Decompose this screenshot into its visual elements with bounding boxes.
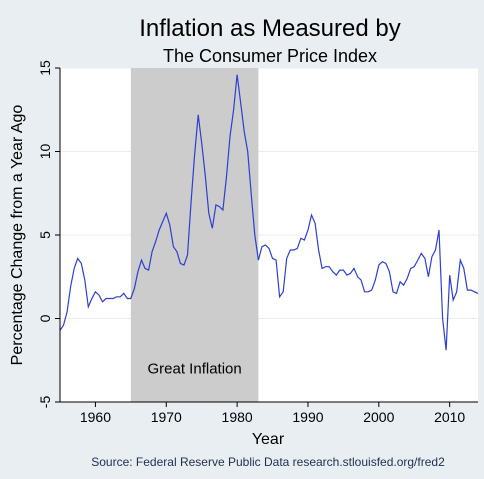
y-tick-label: 0 bbox=[37, 314, 53, 322]
y-tick-label: 15 bbox=[37, 60, 53, 76]
great-inflation-band bbox=[130, 68, 259, 402]
y-axis-ticks: -5 0 5 10 15 bbox=[37, 60, 60, 408]
great-inflation-label: Great Inflation bbox=[148, 361, 242, 378]
y-axis-title: Percentage Change from a Year Ago bbox=[9, 105, 26, 366]
chart-title: Inflation as Measured by bbox=[139, 15, 400, 42]
x-tick-label: 1990 bbox=[292, 409, 323, 425]
source-note: Source: Federal Reserve Public Data rese… bbox=[91, 455, 445, 469]
x-tick-label: 1970 bbox=[151, 409, 182, 425]
x-tick-label: 2000 bbox=[363, 409, 394, 425]
x-tick-label: 1960 bbox=[80, 409, 111, 425]
x-tick-label: 2010 bbox=[434, 409, 465, 425]
y-tick-label: -5 bbox=[37, 396, 53, 409]
x-axis-title: Year bbox=[252, 431, 285, 448]
y-tick-label: 5 bbox=[37, 231, 53, 239]
chart-subtitle: The Consumer Price Index bbox=[163, 46, 377, 66]
cpi-inflation-line bbox=[59, 74, 479, 351]
y-tick-label: 10 bbox=[37, 144, 53, 160]
x-tick-label: 1980 bbox=[222, 409, 253, 425]
x-axis-ticks: 1960 1970 1980 1990 2000 2010 bbox=[80, 402, 465, 425]
